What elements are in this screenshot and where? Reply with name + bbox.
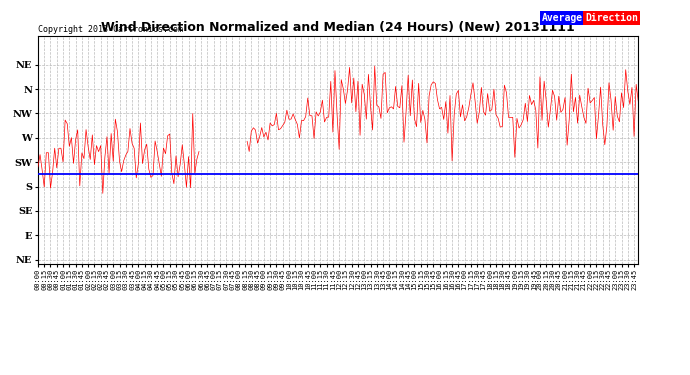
Text: Average: Average [542, 13, 583, 23]
Text: Copyright 2013 Cartronics.com: Copyright 2013 Cartronics.com [38, 25, 183, 34]
Title: Wind Direction Normalized and Median (24 Hours) (New) 20131111: Wind Direction Normalized and Median (24… [101, 21, 575, 34]
Text: Direction: Direction [585, 13, 638, 23]
